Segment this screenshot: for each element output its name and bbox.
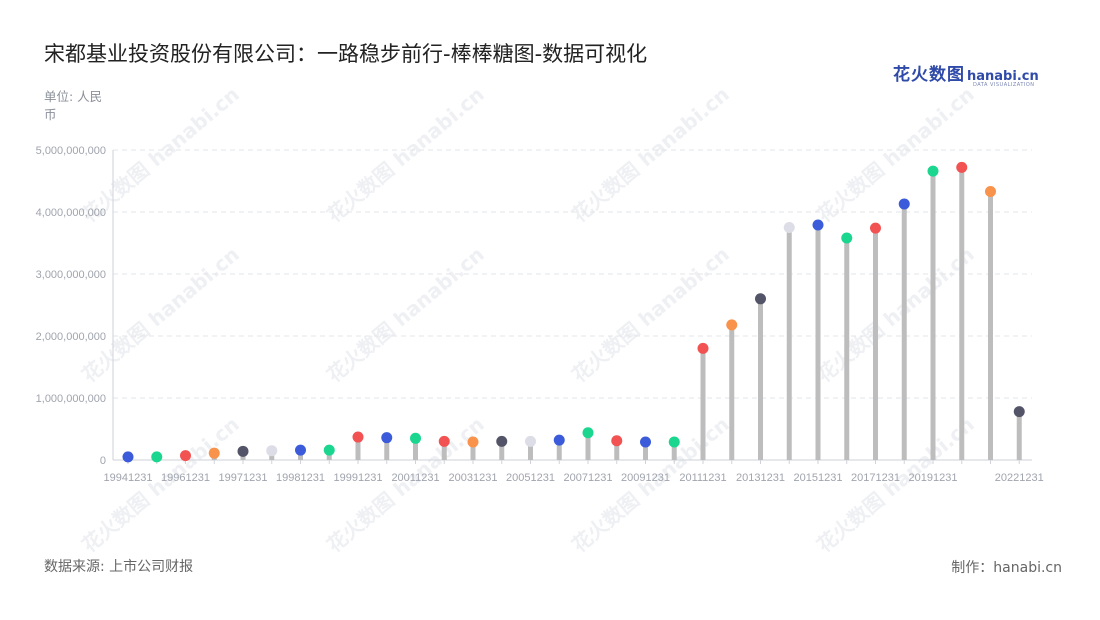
lollipop-dot bbox=[812, 219, 824, 231]
lollipop-dot bbox=[438, 435, 450, 447]
lollipop-dot bbox=[870, 222, 881, 234]
lollipop-dot bbox=[151, 451, 163, 463]
x-tick-label: 20111231 bbox=[679, 472, 726, 484]
watermark-text: 花火数图 hanabi.cn bbox=[322, 242, 489, 387]
x-tick-label: 20091231 bbox=[621, 472, 670, 484]
x-tick-label: 20011231 bbox=[391, 472, 439, 484]
lollipop-dot bbox=[755, 293, 766, 305]
y-axis: 0 1,000,000,000 2,000,000,000 3,000,000,000… bbox=[36, 145, 114, 467]
lollipop-dot bbox=[697, 342, 709, 354]
lollipop-dot bbox=[266, 445, 278, 457]
x-tick-label: 19981231 bbox=[276, 472, 325, 484]
x-tick-label: 19991231 bbox=[334, 472, 383, 484]
watermark-text: 花火数图 hanabi.cn bbox=[322, 412, 489, 557]
x-tick-label: 20071231 bbox=[564, 472, 613, 484]
lollipop-dot bbox=[956, 161, 968, 173]
lollipop-dot bbox=[525, 435, 536, 447]
source-label: 数据来源: 上市公司财报 bbox=[44, 559, 194, 575]
watermark-layer: 花火数图 hanabi.cn 花火数图 hanabi.cn 花火数图 hanabi.… bbox=[77, 82, 979, 557]
x-tick-label: 20191231 bbox=[909, 472, 958, 484]
lollipop-dot bbox=[640, 436, 651, 448]
watermark-text: 花火数图 hanabi.cn bbox=[77, 412, 244, 557]
watermark-text: 花火数图 hanabi.cn bbox=[812, 242, 979, 387]
lollipop-dot bbox=[841, 232, 853, 244]
y-tick-label: 5,000,000,000 bbox=[36, 145, 106, 157]
lollipop-dot bbox=[467, 436, 479, 448]
watermark-text: 花火数图 hanabi.cn bbox=[812, 82, 979, 227]
lollipop-dot bbox=[582, 427, 594, 439]
x-tick-label: 20221231 bbox=[995, 472, 1044, 484]
maker-label: 制作：hanabi.cn bbox=[951, 560, 1062, 576]
lollipop-dot bbox=[927, 165, 939, 177]
lollipop-dot bbox=[1013, 406, 1025, 418]
lollipop-dot bbox=[237, 445, 249, 457]
lollipop-dot bbox=[208, 447, 220, 459]
watermark-text: 花火数图 hanabi.cn bbox=[812, 412, 979, 557]
y-tick-label: 3,000,000,000 bbox=[36, 269, 106, 281]
x-tick-label: 20051231 bbox=[506, 472, 555, 484]
y-tick-label: 4,000,000,000 bbox=[36, 207, 106, 219]
lollipop-dot bbox=[726, 319, 738, 331]
x-tick-label: 20151231 bbox=[794, 472, 843, 484]
unit-label: 单位: 人民币 bbox=[44, 89, 103, 122]
x-tick-label: 20031231 bbox=[449, 472, 498, 484]
dots bbox=[122, 161, 1025, 463]
brand-logo: 花火数图 hanabi.cn DATA VISUALIZATION bbox=[893, 60, 1039, 88]
y-tick-label: 1,000,000,000 bbox=[36, 393, 106, 405]
lollipop-dot bbox=[295, 444, 306, 456]
watermark-text: 花火数图 hanabi.cn bbox=[567, 82, 734, 227]
grid-lines bbox=[113, 149, 1032, 399]
lollipop-dot bbox=[180, 450, 191, 462]
lollipop-dot bbox=[668, 436, 680, 448]
lollipop-dot bbox=[122, 451, 134, 463]
lollipop-dot bbox=[496, 435, 508, 447]
chart-title: 宋都基业投资股份有限公司：一路稳步前行-棒棒糖图-数据可视化 bbox=[44, 42, 648, 66]
watermark-text: 花火数图 hanabi.cn bbox=[77, 242, 244, 387]
x-tick-label: 19941231 bbox=[104, 472, 153, 484]
x-tick-label: 20131231 bbox=[736, 472, 785, 484]
x-tick-label: 20171231 bbox=[851, 472, 900, 484]
lollipop-dot bbox=[553, 434, 565, 446]
lollipop-dot bbox=[985, 186, 996, 198]
lollipop-dot bbox=[323, 444, 335, 456]
brand-sub: DATA VISUALIZATION bbox=[973, 82, 1035, 88]
lollipop-dot bbox=[352, 431, 364, 443]
lollipop-dot bbox=[410, 432, 421, 444]
x-tick-label: 19961231 bbox=[161, 472, 210, 484]
watermark-text: 花火数图 hanabi.cn bbox=[567, 242, 734, 387]
lollipop-dot bbox=[783, 222, 795, 233]
y-tick-label: 2,000,000,000 bbox=[36, 331, 106, 343]
y-tick-label: 0 bbox=[100, 455, 106, 467]
lollipop-dot bbox=[611, 435, 623, 447]
brand-cn: 花火数图 bbox=[893, 65, 965, 85]
lollipop-dot bbox=[381, 432, 393, 444]
x-tick-label: 19971231 bbox=[219, 472, 268, 484]
x-axis: 19941231 19961231 19971231 19981231 19991231… bbox=[104, 459, 1044, 484]
brand-en: hanabi.cn bbox=[967, 69, 1039, 84]
watermark-text: 花火数图 hanabi.cn bbox=[322, 82, 489, 227]
lollipop-dot bbox=[898, 198, 910, 210]
